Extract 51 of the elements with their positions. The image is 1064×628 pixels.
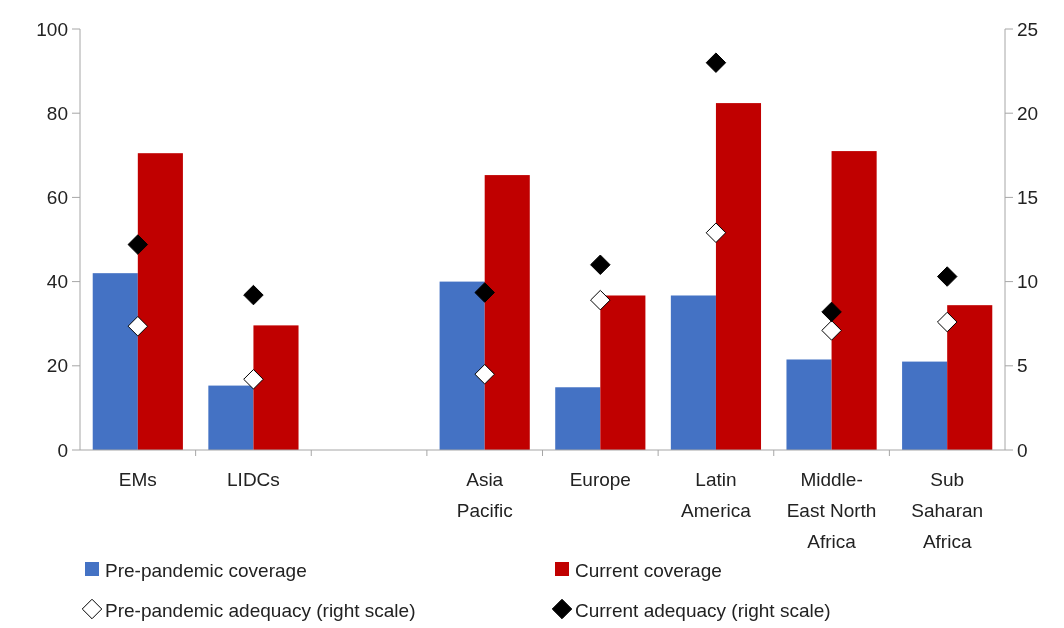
point bbox=[590, 289, 611, 311]
y2-tick-label: 20 bbox=[1017, 102, 1039, 124]
bar bbox=[902, 361, 948, 450]
bar bbox=[484, 175, 530, 450]
legend-label: Current adequacy (right scale) bbox=[575, 599, 831, 621]
x-tick-label: Europe bbox=[569, 469, 631, 490]
y-tick-label: 20 bbox=[46, 355, 68, 377]
point bbox=[127, 234, 149, 255]
x-tick-label: LIDCs bbox=[227, 469, 280, 490]
bar bbox=[208, 385, 254, 450]
x-tick-label: Sub Saharan Africa bbox=[911, 469, 984, 552]
x-tick-label: Latin America bbox=[681, 469, 752, 521]
bar bbox=[600, 295, 646, 450]
y-tick-label: 100 bbox=[36, 18, 68, 40]
point bbox=[936, 311, 958, 333]
y2-tick-label: 10 bbox=[1017, 271, 1039, 293]
bar bbox=[92, 273, 138, 450]
point bbox=[243, 369, 264, 390]
point bbox=[705, 52, 727, 73]
bar bbox=[555, 387, 601, 450]
bar bbox=[670, 295, 716, 450]
y-tick-label: 0 bbox=[57, 439, 68, 461]
point bbox=[821, 301, 842, 323]
bar bbox=[831, 151, 877, 450]
x-tick-label: Asia Pacific bbox=[456, 469, 513, 521]
y2-tick-label: 15 bbox=[1017, 187, 1039, 209]
y-tick-label: 60 bbox=[46, 187, 68, 209]
point bbox=[705, 222, 727, 244]
bar bbox=[947, 305, 993, 450]
y2-tick-label: 25 bbox=[1017, 18, 1039, 40]
bar bbox=[715, 103, 762, 450]
point bbox=[474, 363, 495, 385]
y2-tick-label: 5 bbox=[1017, 355, 1028, 377]
point bbox=[936, 266, 958, 287]
x-tick-label: EMs bbox=[118, 469, 157, 490]
bar bbox=[137, 153, 183, 450]
point bbox=[127, 315, 149, 337]
legend-label: Current coverage bbox=[575, 559, 722, 581]
bar bbox=[253, 325, 299, 450]
bar bbox=[786, 359, 832, 450]
legend-label: Pre-pandemic coverage bbox=[105, 559, 307, 581]
y-tick-label: 80 bbox=[46, 102, 68, 124]
point bbox=[243, 284, 264, 306]
x-tick-label: Middle-East North Africa bbox=[786, 469, 877, 552]
legend-label: Pre-pandemic adequacy (right scale) bbox=[105, 599, 416, 621]
point bbox=[474, 282, 495, 303]
point bbox=[821, 320, 842, 341]
y2-tick-label: 0 bbox=[1017, 439, 1028, 461]
bar bbox=[439, 281, 485, 450]
y-tick-label: 40 bbox=[46, 271, 68, 293]
point bbox=[590, 254, 611, 275]
